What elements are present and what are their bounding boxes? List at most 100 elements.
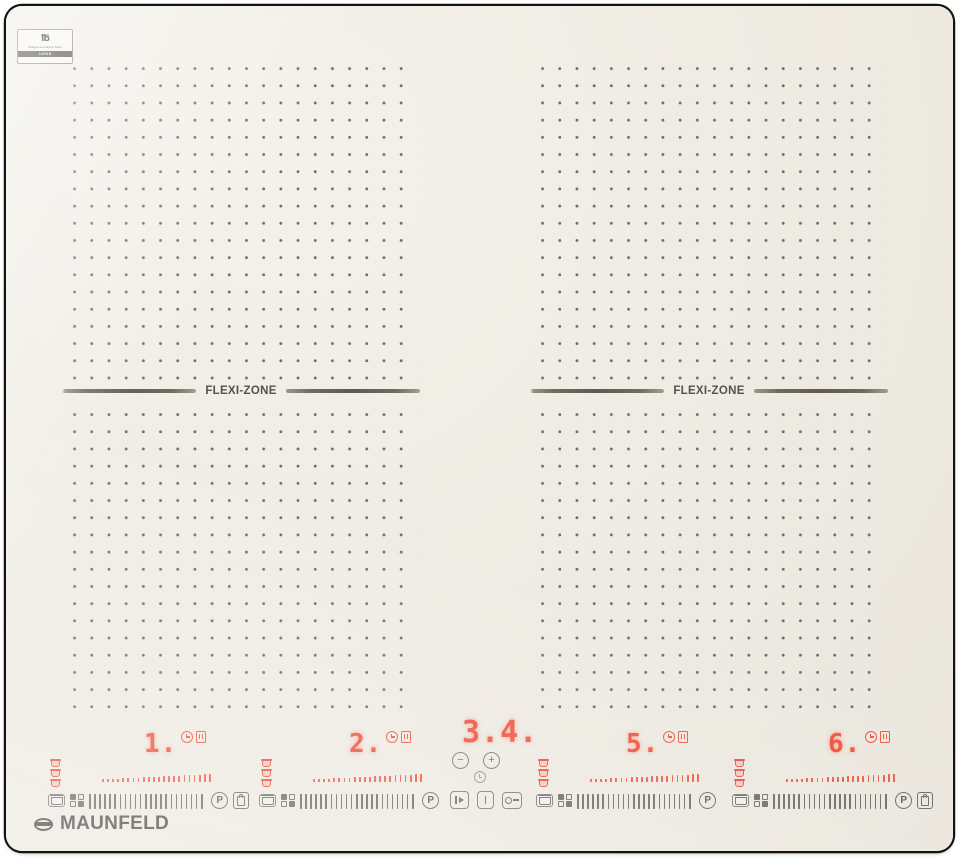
burner-6-lock-button[interactable] [917, 792, 934, 809]
slider-tick[interactable] [99, 793, 101, 809]
slider-tick[interactable] [175, 793, 178, 809]
slider-tick[interactable] [658, 793, 660, 809]
burner-2-boost-button[interactable]: P [422, 792, 440, 809]
slider-tick[interactable] [803, 793, 806, 809]
power-button[interactable] [477, 791, 494, 809]
slider-tick[interactable] [633, 793, 635, 809]
slider-tick[interactable] [874, 793, 877, 809]
slider-tick[interactable] [350, 793, 353, 809]
slider-tick[interactable] [89, 793, 91, 809]
slider-tick[interactable] [683, 793, 686, 809]
slider-tick[interactable] [622, 793, 625, 809]
slider-tick[interactable] [391, 793, 394, 809]
slider-tick[interactable] [668, 793, 671, 809]
slider-tick[interactable] [406, 793, 409, 809]
burner-6-flexi-pair-icon[interactable] [754, 794, 768, 807]
slider-tick[interactable] [773, 793, 775, 809]
slider-tick[interactable] [587, 793, 589, 809]
slider-tick[interactable] [190, 793, 193, 809]
slider-tick[interactable] [119, 793, 122, 809]
slider-tick[interactable] [879, 793, 882, 809]
slider-tick[interactable] [663, 793, 666, 809]
slider-tick[interactable] [320, 793, 322, 809]
slider-tick[interactable] [854, 793, 856, 809]
play-pause-button[interactable] [450, 791, 469, 809]
slider-tick[interactable] [783, 793, 785, 809]
slider-tick[interactable] [597, 793, 599, 809]
slider-tick[interactable] [356, 793, 358, 809]
burner-5-boost-button[interactable]: P [699, 792, 717, 809]
slider-tick[interactable] [643, 793, 645, 809]
slider-tick[interactable] [305, 793, 307, 809]
slider-tick[interactable] [617, 793, 620, 809]
slider-tick[interactable] [381, 793, 383, 809]
slider-tick[interactable] [330, 793, 333, 809]
slider-tick[interactable] [673, 793, 676, 809]
slider-tick[interactable] [361, 793, 363, 809]
slider-tick[interactable] [109, 793, 111, 809]
slider-tick[interactable] [653, 793, 655, 809]
slider-tick[interactable] [315, 793, 317, 809]
burner-1-lock-button[interactable] [233, 792, 250, 809]
slider-tick[interactable] [325, 793, 327, 809]
key-lock-button[interactable] [502, 791, 522, 809]
slider-tick[interactable] [798, 793, 800, 809]
slider-tick[interactable] [829, 793, 831, 809]
slider-tick[interactable] [602, 793, 604, 809]
slider-tick[interactable] [345, 793, 348, 809]
slider-tick[interactable] [335, 793, 338, 809]
slider-tick[interactable] [844, 793, 846, 809]
slider-tick[interactable] [648, 793, 650, 809]
burner-2-slider[interactable] [300, 793, 417, 809]
slider-tick[interactable] [310, 793, 312, 809]
slider-tick[interactable] [185, 793, 188, 809]
slider-tick[interactable] [689, 793, 691, 809]
slider-tick[interactable] [160, 793, 162, 809]
slider-tick[interactable] [145, 793, 147, 809]
slider-tick[interactable] [129, 793, 132, 809]
slider-tick[interactable] [778, 793, 780, 809]
slider-tick[interactable] [396, 793, 399, 809]
slider-tick[interactable] [864, 793, 867, 809]
slider-tick[interactable] [139, 793, 142, 809]
slider-tick[interactable] [823, 793, 826, 809]
slider-tick[interactable] [612, 793, 615, 809]
timer-decrease-button[interactable]: − [452, 752, 469, 769]
slider-tick[interactable] [124, 793, 127, 809]
burner-1-boost-button[interactable]: P [211, 792, 229, 809]
slider-tick[interactable] [195, 793, 198, 809]
burner-6-slider[interactable] [773, 793, 890, 809]
slider-tick[interactable] [638, 793, 640, 809]
slider-tick[interactable] [366, 793, 368, 809]
timer-increase-button[interactable]: + [483, 752, 500, 769]
slider-tick[interactable] [94, 793, 96, 809]
slider-tick[interactable] [340, 793, 343, 809]
slider-tick[interactable] [627, 793, 630, 809]
slider-tick[interactable] [386, 793, 389, 809]
slider-tick[interactable] [104, 793, 106, 809]
slider-tick[interactable] [155, 793, 157, 809]
slider-tick[interactable] [577, 793, 579, 809]
slider-tick[interactable] [300, 793, 302, 809]
slider-tick[interactable] [859, 793, 862, 809]
slider-tick[interactable] [813, 793, 816, 809]
slider-tick[interactable] [134, 793, 137, 809]
burner-6-zone-select-button[interactable] [732, 794, 749, 807]
burner-6-boost-button[interactable]: P [895, 792, 913, 809]
slider-tick[interactable] [849, 793, 851, 809]
burner-1-zone-select-button[interactable] [48, 794, 65, 807]
slider-tick[interactable] [412, 793, 414, 809]
slider-tick[interactable] [839, 793, 841, 809]
slider-tick[interactable] [818, 793, 821, 809]
slider-tick[interactable] [678, 793, 681, 809]
slider-tick[interactable] [808, 793, 811, 809]
burner-2-zone-select-button[interactable] [259, 794, 276, 807]
slider-tick[interactable] [869, 793, 872, 809]
burner-5-slider[interactable] [577, 793, 694, 809]
slider-tick[interactable] [165, 793, 167, 809]
slider-tick[interactable] [114, 793, 116, 809]
slider-tick[interactable] [170, 793, 172, 809]
slider-tick[interactable] [376, 793, 378, 809]
slider-tick[interactable] [180, 793, 183, 809]
slider-tick[interactable] [371, 793, 373, 809]
